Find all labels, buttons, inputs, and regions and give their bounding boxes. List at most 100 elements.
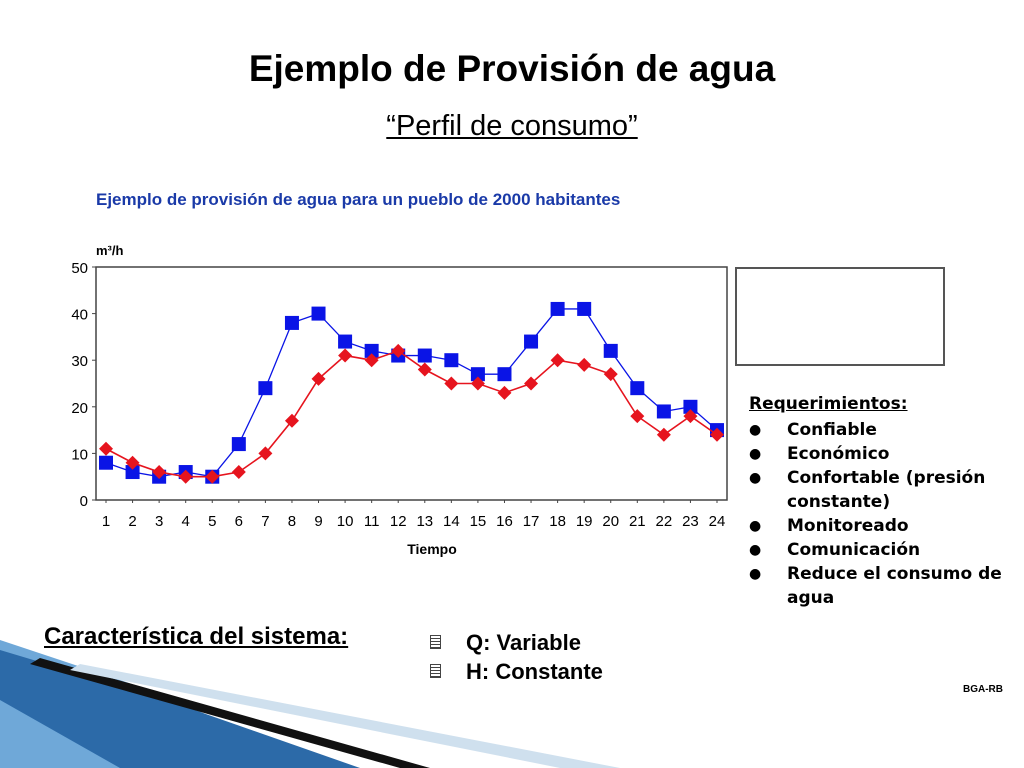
series-point — [125, 455, 140, 470]
series-point — [258, 446, 273, 461]
series-point — [577, 357, 592, 372]
series-point — [364, 343, 379, 358]
series-point — [125, 465, 140, 480]
series-point — [391, 343, 406, 358]
requirement-item: Confortable (presión constante) — [749, 466, 1019, 514]
x-tick-label: 1 — [102, 513, 110, 530]
series-point — [683, 399, 698, 414]
series-point — [497, 385, 512, 400]
x-tick-label: 3 — [155, 513, 163, 530]
x-tick-label: 12 — [390, 513, 407, 530]
x-tick-label: 6 — [235, 513, 243, 530]
x-tick-label: 13 — [416, 513, 433, 530]
y-axis-label: m³/h — [96, 243, 124, 258]
series-point — [603, 367, 618, 382]
x-tick-label: 15 — [470, 513, 487, 530]
x-tick-label: 18 — [549, 513, 566, 530]
x-tick-label: 24 — [709, 513, 726, 530]
series-point — [470, 367, 485, 382]
series-point — [152, 465, 167, 480]
x-tick-label: 9 — [314, 513, 322, 530]
series-point — [311, 371, 326, 386]
series-point — [577, 301, 592, 316]
y-tick-label: 30 — [71, 353, 88, 370]
x-tick-label: 5 — [208, 513, 216, 530]
series-point — [470, 376, 485, 391]
requirement-item: Económico — [749, 442, 1019, 466]
system-title: Característica del sistema: — [44, 623, 349, 650]
system-item-label: Q: Variable — [466, 630, 581, 655]
series-point — [311, 306, 326, 321]
x-tick-label: 7 — [261, 513, 269, 530]
series-point — [417, 348, 432, 363]
requirement-item: Comunicación — [749, 538, 1019, 562]
y-tick-label: 40 — [71, 307, 88, 324]
x-tick-label: 23 — [682, 513, 699, 530]
series-point — [444, 353, 459, 368]
x-tick-label: 10 — [337, 513, 354, 530]
system-item: H: Constante — [430, 657, 603, 686]
system-item-label: H: Constante — [466, 659, 603, 684]
series-point — [178, 469, 193, 484]
series-point — [417, 362, 432, 377]
series-point — [603, 343, 618, 358]
swoosh-line — [30, 658, 430, 768]
series-point — [550, 301, 565, 316]
x-tick-label: 14 — [443, 513, 460, 530]
plot-area — [95, 266, 728, 501]
series-point — [284, 315, 299, 330]
series-point — [683, 409, 698, 424]
x-tick-label: 22 — [656, 513, 673, 530]
y-tick-label: 50 — [71, 260, 88, 277]
chart-legend — [735, 267, 945, 366]
series-point — [630, 409, 645, 424]
series-point — [338, 334, 353, 349]
x-tick-label: 4 — [182, 513, 190, 530]
y-tick-label: 10 — [71, 446, 88, 463]
x-tick-label: 2 — [128, 513, 136, 530]
x-tick-label: 21 — [629, 513, 646, 530]
series-point — [231, 437, 246, 452]
x-axis-label: Tiempo — [407, 541, 457, 557]
x-tick-label: 16 — [496, 513, 513, 530]
series-point — [444, 376, 459, 391]
series-point — [284, 413, 299, 428]
x-tick-label: 19 — [576, 513, 593, 530]
series-point — [630, 381, 645, 396]
series-point — [99, 441, 113, 456]
series-point — [231, 465, 246, 480]
bullet-icon — [430, 635, 441, 649]
requirements-title: Requerimientos: — [749, 394, 908, 414]
system-item: Q: Variable — [430, 628, 603, 657]
slide-title: Ejemplo de Provisión de agua — [248, 48, 776, 89]
requirements-list: Confiable Económico Confortable (presión… — [749, 418, 1019, 610]
chart-title: Ejemplo de provisión de agua para un pue… — [96, 190, 621, 209]
bullet-icon — [430, 664, 441, 678]
series-point — [524, 334, 539, 349]
slide-subtitle: “Perfil de consumo” — [0, 110, 1024, 143]
subtitle-text: “Perfil de consumo” — [386, 110, 638, 142]
x-tick-label: 17 — [523, 513, 540, 530]
series-point — [524, 376, 539, 391]
series-point — [656, 404, 671, 419]
series-point — [338, 348, 353, 363]
x-tick-label: 8 — [288, 513, 296, 530]
decorative-swoosh — [0, 640, 620, 768]
series-point — [550, 353, 565, 368]
series-point — [364, 353, 379, 368]
series-point — [258, 381, 273, 396]
swoosh-pale — [70, 664, 620, 768]
x-tick-label: 20 — [602, 513, 619, 530]
y-tick-label: 20 — [71, 400, 88, 417]
requirement-item: Reduce el consumo de agua — [749, 562, 1019, 610]
series-point — [497, 367, 512, 382]
requirement-item: Monitoreado — [749, 514, 1019, 538]
system-list: Q: Variable H: Constante — [430, 628, 603, 686]
series-point — [205, 469, 220, 484]
series-point — [656, 427, 671, 442]
credit-label: BGA-RB — [963, 684, 1003, 695]
x-tick-label: 11 — [364, 513, 380, 530]
series-point — [99, 455, 113, 470]
series-point — [710, 427, 724, 442]
